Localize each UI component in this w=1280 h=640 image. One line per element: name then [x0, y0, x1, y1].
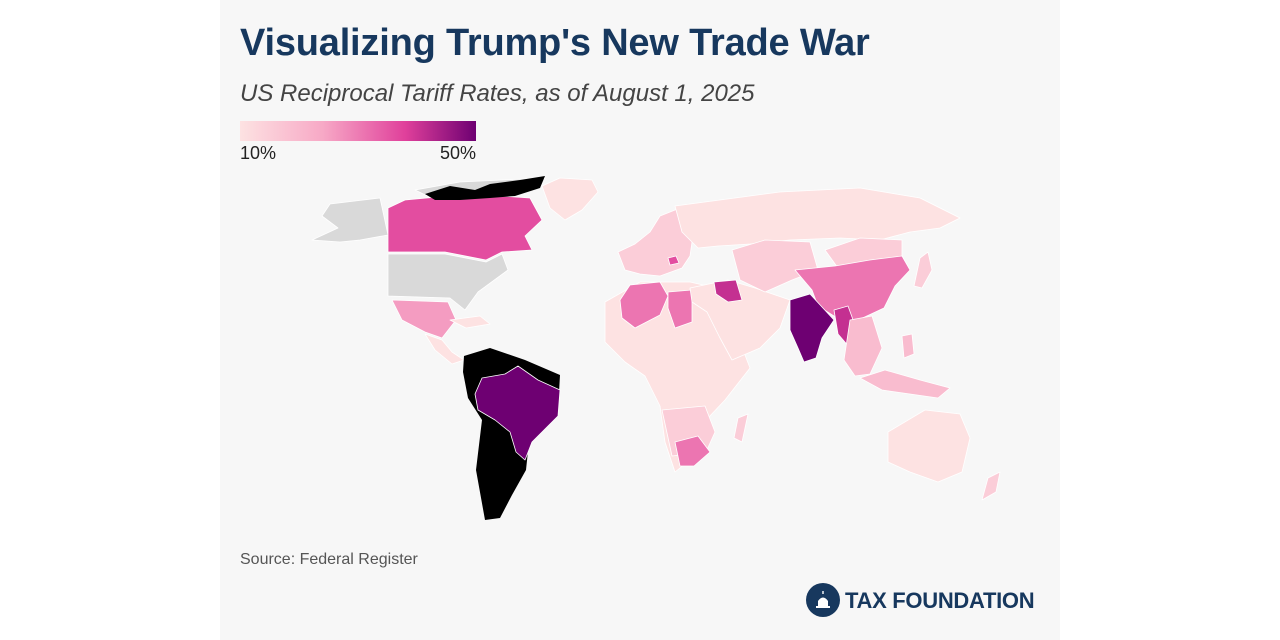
source-note: Source: Federal Register — [240, 551, 418, 568]
region-philippines — [901, 333, 915, 359]
region-greenland — [541, 177, 599, 221]
page-title: Visualizing Trump's New Trade War — [240, 22, 870, 64]
infographic-card: Visualizing Trump's New Trade War US Rec… — [220, 0, 1060, 640]
tax-foundation-logo: TAX FOUNDATION — [805, 582, 1035, 618]
region-south-africa — [674, 435, 711, 467]
region-japan — [913, 251, 933, 289]
region-canadian-arctic — [425, 176, 545, 200]
region-algeria — [619, 281, 669, 329]
region-new-zealand — [981, 471, 1001, 501]
region-central-asia — [731, 239, 819, 293]
color-legend: 10% 50% — [240, 121, 476, 163]
world-map — [311, 176, 1001, 520]
region-middle-east — [689, 279, 791, 361]
region-madagascar — [733, 413, 749, 443]
region-canada — [387, 193, 543, 261]
region-southeast-asia — [843, 315, 883, 377]
legend-gradient-bar — [240, 121, 476, 141]
subtitle: US Reciprocal Tariff Rates, as of August… — [240, 80, 755, 107]
region-central-america — [424, 333, 465, 365]
region-russia — [674, 187, 961, 249]
region-india — [789, 293, 835, 363]
region-libya — [667, 289, 693, 329]
capitol-dome-icon — [806, 583, 840, 617]
logo-text: TAX FOUNDATION — [845, 588, 1035, 613]
legend-min-label: 10% — [240, 143, 277, 163]
region-syria-iraq — [713, 279, 743, 303]
region-united-states — [387, 253, 509, 311]
region-indonesia — [859, 369, 951, 399]
region-mexico — [391, 299, 457, 339]
region-brazil — [474, 365, 561, 461]
region-alaska — [311, 197, 389, 243]
region-australia — [887, 409, 971, 483]
region-serbia — [667, 255, 680, 266]
region-caribbean — [449, 315, 491, 329]
legend-max-label: 50% — [439, 143, 476, 163]
